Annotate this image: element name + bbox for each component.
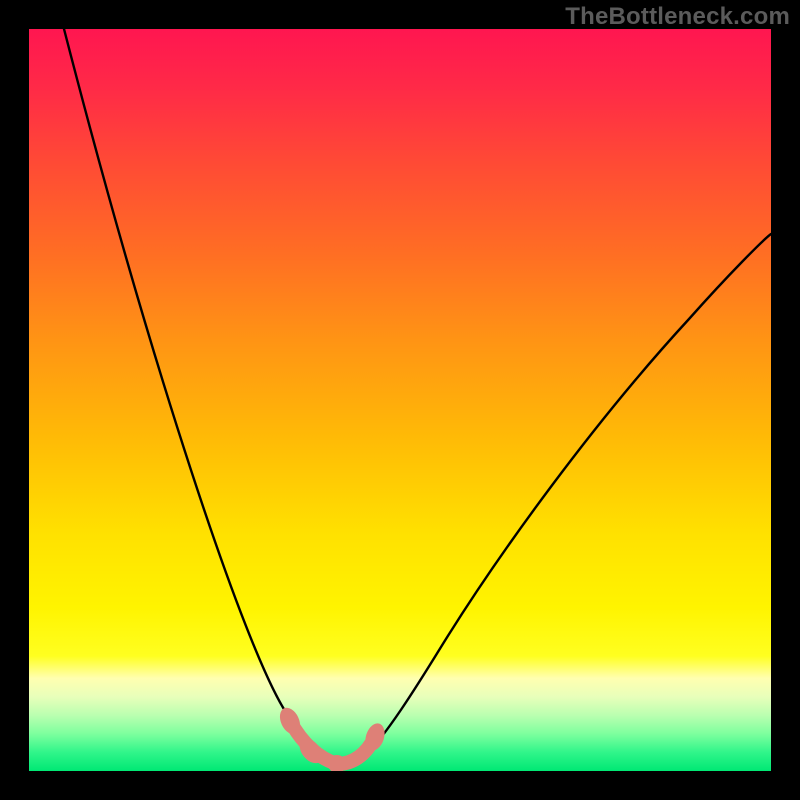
gradient-background: [29, 29, 771, 771]
bottleneck-chart: [29, 29, 771, 771]
watermark-text: TheBottleneck.com: [565, 3, 790, 31]
